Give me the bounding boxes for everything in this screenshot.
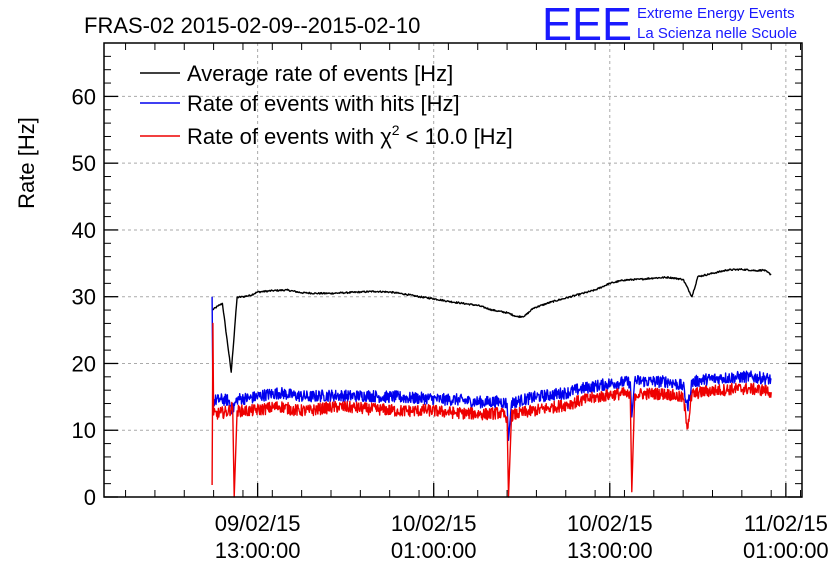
logo-line2: La Scienza nelle Scuole <box>637 25 797 42</box>
x-tick-time: 01:00:00 <box>743 538 829 563</box>
x-tick-date: 11/02/15 <box>744 511 828 536</box>
chart-title: FRAS-02 2015-02-09--2015-02-10 <box>84 13 420 38</box>
logo-line1: Extreme Energy Events <box>637 5 795 22</box>
y-tick-label: 20 <box>72 351 96 376</box>
series-line-1 <box>211 268 772 373</box>
logo-mark: EEE <box>542 0 632 50</box>
y-tick-label: 60 <box>72 84 96 109</box>
legend-label-2: Rate of events with hits [Hz] <box>187 91 460 116</box>
y-tick-label: 10 <box>72 418 96 443</box>
grid-lines <box>104 43 802 497</box>
legend-label-3: Rate of events with χ2 < 10.0 [Hz] <box>187 122 513 149</box>
y-tick-label: 0 <box>84 485 96 510</box>
y-tick-label: 50 <box>72 151 96 176</box>
x-tick-time: 13:00:00 <box>567 538 653 563</box>
series-line-2 <box>211 296 772 441</box>
legend: Average rate of events [Hz] Rate of event… <box>140 61 513 149</box>
x-tick-date: 09/02/15 <box>215 511 301 536</box>
y-tick-label: 40 <box>72 218 96 243</box>
series-line-3 <box>211 322 772 498</box>
series-layer <box>211 268 772 498</box>
x-tick-time: 13:00:00 <box>215 538 301 563</box>
y-tick-label: 30 <box>72 285 96 310</box>
x-tick-time: 01:00:00 <box>391 538 477 563</box>
logo: EEE Extreme Energy Events La Scienza nel… <box>542 0 797 50</box>
y-axis-label: Rate [Hz] <box>14 117 39 209</box>
x-tick-date: 10/02/15 <box>567 511 653 536</box>
axis-ticks: 010203040506009/02/1513:00:0010/02/1501:… <box>72 42 829 563</box>
legend-label-1: Average rate of events [Hz] <box>187 61 453 86</box>
x-tick-date: 10/02/15 <box>391 511 477 536</box>
